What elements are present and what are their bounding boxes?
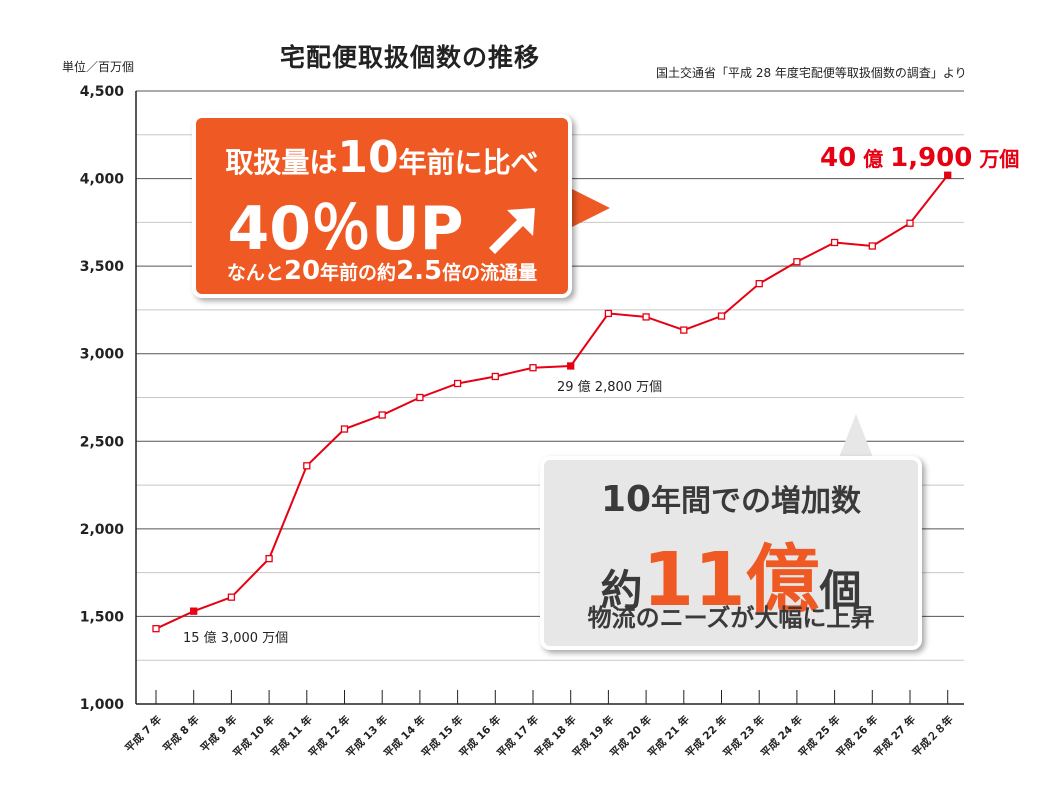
- data-point: [378, 411, 386, 419]
- orange-line1-pre: 取扱量は: [225, 146, 338, 179]
- orange-callout-tail: [566, 186, 610, 230]
- gray-line2-pre: 約: [600, 566, 643, 615]
- series-markers: [152, 171, 952, 633]
- gray-line1-text: 年間での増加数: [651, 484, 862, 519]
- series-polyline: [155, 174, 949, 630]
- data-point: [416, 393, 424, 402]
- data-point: [303, 462, 311, 470]
- y-tick-label: 1,000: [80, 697, 125, 713]
- x-tick-label: 平成 7 年: [122, 713, 164, 755]
- y-tick-label: 2,000: [80, 522, 125, 538]
- data-point: [642, 313, 650, 321]
- data-point: [830, 238, 839, 247]
- y-tick-label: 3,000: [80, 347, 125, 363]
- orange-line3-post: 倍の流通量: [442, 262, 538, 284]
- y-axis-unit-label: 単位／百万個: [62, 60, 135, 74]
- orange-line2-text: 40％UP: [227, 194, 464, 264]
- y-tick-label: 3,500: [80, 259, 125, 275]
- orange-line1-post: 年前に比べ: [398, 146, 539, 179]
- gray-callout-line2: 約11億個: [544, 520, 918, 627]
- annotation-h28-num1: 40: [820, 143, 857, 173]
- gray-callout-line1: 10年間での増加数: [544, 476, 918, 520]
- annotation-h28-tail: 万個: [979, 147, 1020, 171]
- gray-callout-line3: 物流のニーズが大幅に上昇: [587, 604, 875, 632]
- x-tick-label: 平成 8 年: [160, 713, 202, 755]
- gray-line1-num: 10: [600, 479, 652, 520]
- data-point: [152, 625, 160, 633]
- gray-callout-tail: [838, 414, 874, 460]
- data-point: [604, 309, 613, 318]
- orange-line3-mid: 年前の約: [320, 262, 397, 284]
- gray-line2-post: 個: [819, 566, 862, 615]
- series-line: [155, 174, 949, 630]
- data-point-highlighted: [944, 171, 952, 179]
- data-point: [529, 364, 537, 372]
- data-point: [453, 379, 462, 388]
- data-point: [868, 242, 876, 250]
- y-tick-label: 1,500: [80, 609, 125, 625]
- data-point: [793, 258, 801, 266]
- orange-callout-line1: 取扱量は10年前に比べ: [196, 132, 568, 183]
- gray-callout: 10年間での増加数 約11億個 物流のニーズが大幅に上昇: [540, 456, 922, 650]
- source-note: 国土交通省「平成 28 年度宅配便等取扱個数の調査」より: [656, 66, 967, 80]
- data-point: [340, 425, 349, 433]
- data-point: [227, 593, 236, 601]
- orange-callout-line3: なんと20年前の約2.5倍の流通量: [196, 256, 568, 286]
- data-point: [755, 280, 763, 288]
- data-point: [906, 219, 914, 227]
- y-tick-label: 2,500: [80, 434, 125, 450]
- orange-line3-num2: 2.5: [396, 256, 443, 286]
- data-point: [717, 312, 726, 320]
- annotation-h8: 15 億 3,000 万個: [183, 631, 289, 646]
- data-point: [680, 326, 688, 334]
- data-point-highlighted: [190, 607, 198, 615]
- annotation-h18: 29 億 2,800 万個: [557, 380, 663, 395]
- x-tick-labels: 平成 7 年平成 8 年平成 9 年平成 10 年平成 11 年平成 12 年平…: [122, 713, 956, 760]
- y-tick-labels: 1,000 1,500 2,000 2,500 3,000 3,500 4,000 4,500: [80, 84, 125, 713]
- up-right-arrow-icon: [488, 208, 535, 255]
- chart-title: 宅配便取扱個数の推移: [280, 43, 541, 72]
- orange-line3-pre: なんと: [226, 262, 284, 284]
- orange-callout-line2: 40％UP: [196, 180, 568, 267]
- data-point: [265, 554, 273, 563]
- orange-callout: 取扱量は10年前に比べ 40％UP なんと20年前の約2.5倍の流通量: [192, 114, 572, 298]
- y-tick-label: 4,000: [80, 172, 125, 188]
- y-tick-label: 4,500: [80, 84, 125, 100]
- data-point-highlighted: [567, 362, 575, 370]
- annotation-h28-oku: 億: [863, 147, 884, 171]
- gray-line2-big: 11億: [642, 537, 820, 623]
- orange-line1-num: 10: [337, 132, 399, 183]
- x-tick-label: 平成２８年: [910, 713, 957, 760]
- annotation-h28-num2: 1,900: [890, 143, 973, 173]
- orange-line3-num1: 20: [283, 256, 321, 286]
- annotation-h28: 40 億 1,900 万個: [820, 143, 1019, 173]
- data-point: [491, 372, 499, 381]
